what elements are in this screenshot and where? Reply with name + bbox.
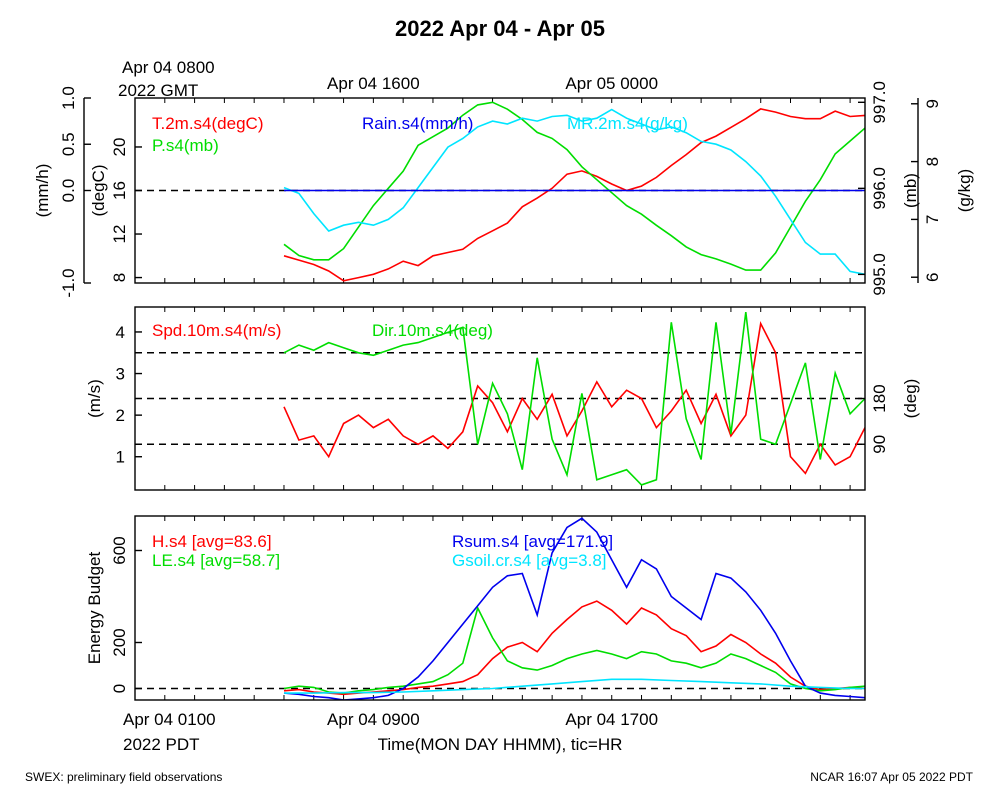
legend-series-name: Rain.s4(mm/h)	[362, 114, 473, 133]
legend-entry: Rsum.s4 [avg=171.9]	[452, 532, 613, 551]
y-tick-label: -1.0	[59, 268, 78, 297]
y-tick-label: 6	[923, 272, 942, 281]
panel-wind: 1 2 3 4 (m/s) 90 180 (deg) Spd.10m.s4(m/s) Dir.10…	[85, 306, 920, 491]
series-line-h-s4	[283, 600, 865, 696]
legend-series-avg: [avg=171.9]	[519, 532, 613, 551]
y-tick-label: 600	[110, 536, 129, 564]
panel-thermo: -1.0 0.0 0.5 1.0 (mm/h) 8 12 16 20(degC) 995.0 996…	[33, 81, 974, 298]
legend-series-avg: [avg=3.8]	[531, 551, 606, 570]
legend-series-name: LE.s4	[152, 551, 195, 570]
legend-series-avg: [avg=58.7]	[195, 551, 280, 570]
legend-entry: P.s4(mb)	[152, 136, 219, 155]
legend-series-name: Rsum.s4	[452, 532, 519, 551]
y-tick-label: 0.0	[59, 179, 78, 203]
legend-series-name: Spd.10m.s4(m/s)	[152, 321, 281, 340]
series-line-gsoil-cr-s4	[284, 678, 865, 694]
y-axis-title: (mm/h)	[33, 164, 52, 218]
bottom-time-label: Apr 04 1700	[565, 710, 658, 729]
y-tick-label: 995.0	[870, 253, 889, 296]
series-line-spd-10m-s4-m-s-	[283, 321, 865, 475]
legend-entry: Rain.s4(mm/h)	[362, 114, 473, 133]
series-line-p-s4-mb-	[283, 101, 865, 271]
series-line-le-s4	[283, 605, 865, 694]
legend-entry: H.s4 [avg=83.6]	[152, 532, 272, 551]
legend-series-name: T.2m.s4(degC)	[152, 114, 263, 133]
y-tick-label: 8	[110, 273, 129, 282]
y-tick-label: 996.0	[870, 167, 889, 210]
legend-series-name: H.s4	[152, 532, 187, 551]
legend-series-avg: [avg=83.6]	[187, 532, 272, 551]
y-tick-label: 1	[116, 448, 125, 467]
series-line-t-2m-s4-degc-	[283, 108, 865, 282]
y-axis-title: Energy Budget	[85, 551, 104, 664]
bottom-time-label: Apr 04 0900	[327, 710, 420, 729]
panel-frame	[134, 515, 866, 701]
series-line-mr-2m-s4-g-kg-	[283, 108, 865, 276]
top-time-start-zone: 2022 GMT	[118, 81, 198, 100]
legend-entry: Spd.10m.s4(m/s)	[152, 321, 281, 340]
top-time-label: Apr 04 1600	[327, 74, 420, 93]
y-tick-label: 12	[110, 225, 129, 244]
legend-entry: Gsoil.cr.s4 [avg=3.8]	[452, 551, 607, 570]
top-time-label: Apr 05 0000	[565, 74, 658, 93]
y-axis-title: (g/kg)	[955, 169, 974, 212]
y-tick-label: 8	[923, 157, 942, 166]
series-line-dir-10m-s4-deg-	[283, 312, 865, 486]
y-tick-label: 16	[110, 181, 129, 200]
y-axis-title: (m/s)	[85, 379, 104, 418]
legend-entry: Dir.10m.s4(deg)	[372, 321, 493, 340]
y-axis-title: (mb)	[901, 173, 920, 208]
y-tick-label: 2	[116, 406, 125, 425]
y-tick-label: 997.0	[870, 81, 889, 124]
legend-series-name: P.s4(mb)	[152, 136, 219, 155]
chart-title: 2022 Apr 04 - Apr 05	[395, 16, 605, 41]
legend-series-name: Gsoil.cr.s4	[452, 551, 531, 570]
bottom-time-start-zone: 2022 PDT	[123, 735, 200, 754]
legend-entry: T.2m.s4(degC)	[152, 114, 263, 133]
y-tick-label: 9	[923, 99, 942, 108]
y-tick-label: 0.5	[59, 132, 78, 156]
y-axis-title: (deg)	[901, 379, 920, 419]
panel-energy: 0 200 600 Energy Budget H.s4 [avg=83.6]LE.s4…	[85, 515, 866, 701]
series-line-rsum-s4	[283, 517, 865, 700]
footer-right: NCAR 16:07 Apr 05 2022 PDT	[810, 770, 973, 784]
y-tick-label: 90	[870, 435, 889, 454]
footer-left: SWEX: preliminary field observations	[25, 770, 222, 784]
y-tick-label: 1.0	[59, 86, 78, 110]
y-axis-title: (degC)	[89, 165, 108, 217]
legend-entry: LE.s4 [avg=58.7]	[152, 551, 280, 570]
y-tick-label: 3	[116, 365, 125, 384]
y-tick-label: 180	[870, 384, 889, 412]
legend-series-name: Dir.10m.s4(deg)	[372, 321, 493, 340]
y-tick-label: 0	[110, 684, 129, 693]
y-tick-label: 7	[923, 215, 942, 224]
x-axis-label: Time(MON DAY HHMM), tic=HR	[378, 735, 623, 754]
legend-entry: MR.2m.s4(g/kg)	[567, 114, 688, 133]
top-time-start-date: Apr 04 0800	[122, 58, 215, 77]
legend-series-name: MR.2m.s4(g/kg)	[567, 114, 688, 133]
y-tick-label: 20	[110, 138, 129, 157]
y-tick-label: 200	[110, 628, 129, 656]
bottom-time-start-date: Apr 04 0100	[123, 710, 216, 729]
y-tick-label: 4	[116, 323, 125, 342]
